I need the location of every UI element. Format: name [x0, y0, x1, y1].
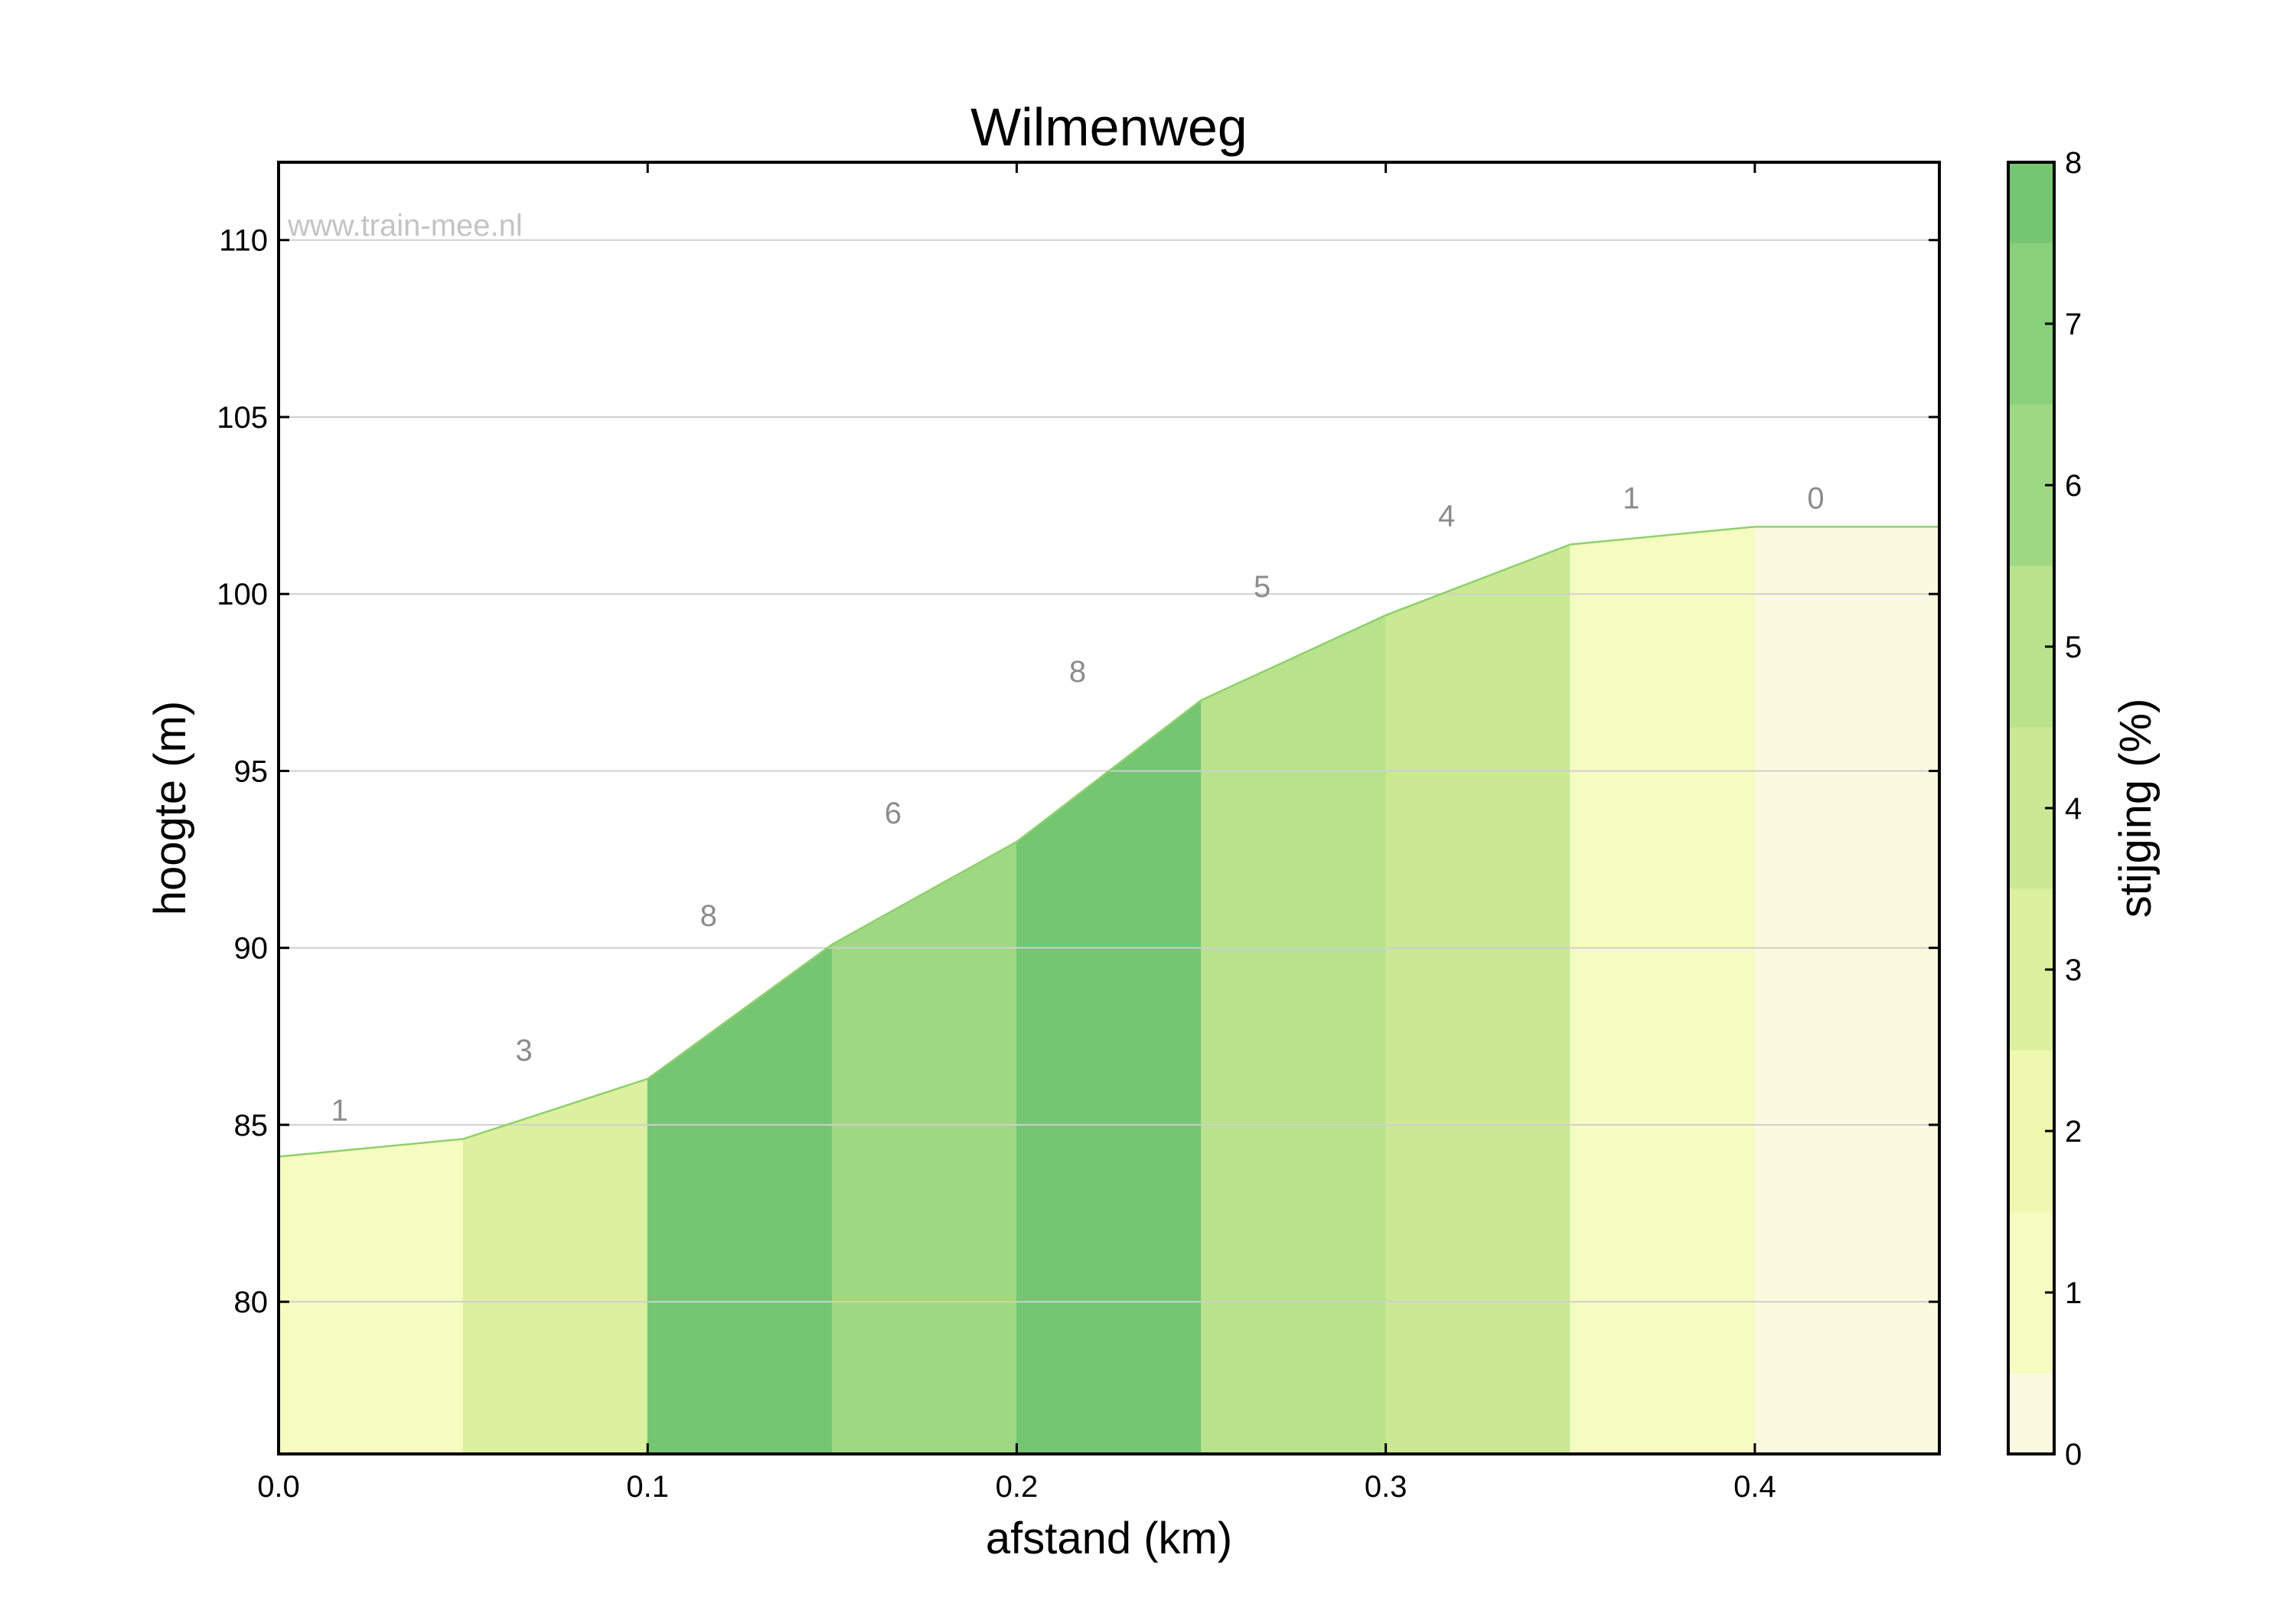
colorbar-band	[2008, 1292, 2054, 1374]
colorbar-tick-label: 7	[2065, 308, 2082, 341]
segment-fill	[1201, 614, 1387, 1455]
plot-frame	[277, 161, 1941, 1455]
segment-fill	[462, 1078, 648, 1455]
colorbar-band	[2008, 1373, 2054, 1455]
colorbar-band	[2008, 1211, 2054, 1293]
x-axis-ticks: 0.0 0.1 0.2 0.3 0.4	[257, 162, 1776, 1504]
grade-label: 8	[700, 899, 717, 933]
colorbar-tick-label: 2	[2065, 1115, 2082, 1149]
colorbar-band	[2008, 888, 2054, 970]
chart-title: Wilmenweg	[970, 97, 1247, 157]
x-tick-label: 0.3	[1365, 1470, 1407, 1504]
segment-fill	[278, 1138, 464, 1455]
colorbar-band	[2008, 1131, 2054, 1212]
plot-frame-rect	[277, 161, 1941, 1455]
colorbar-band	[2008, 566, 2054, 647]
colorbar-tick-label: 8	[2065, 146, 2082, 180]
y-tick-label: 105	[217, 401, 268, 435]
gridlines	[279, 239, 1939, 1303]
grade-label: 1	[1623, 481, 1639, 515]
y-tick-label: 110	[219, 224, 268, 258]
y-tick-label: 80	[234, 1286, 269, 1319]
profile-polyline	[278, 526, 1939, 1158]
watermark-text: www.train-mee.nl	[287, 209, 523, 243]
y-tick-label: 100	[217, 578, 268, 611]
colorbar-band	[2008, 727, 2054, 809]
profile-line	[278, 526, 1939, 1158]
x-tick-label: 0.1	[626, 1470, 669, 1504]
grade-label: 5	[1254, 570, 1270, 604]
segment-fill	[1385, 543, 1571, 1455]
colorbar-tick-label: 1	[2065, 1276, 2082, 1310]
y-axis-title: hoogte (m)	[145, 701, 195, 915]
segment-fills	[278, 526, 1940, 1455]
y-tick-label: 90	[234, 932, 269, 966]
colorbar-tick-label: 0	[2065, 1438, 2082, 1472]
colorbar-tick-label: 6	[2065, 469, 2082, 503]
colorbar-band	[2008, 808, 2054, 889]
colorbar-band	[2008, 485, 2054, 566]
colorbar-tick-label: 3	[2065, 953, 2082, 987]
colorbar-band	[2008, 647, 2054, 728]
grade-label: 4	[1438, 499, 1455, 533]
x-axis-title: afstand (km)	[986, 1514, 1232, 1563]
colorbar-band	[2008, 970, 2054, 1051]
grade-label: 0	[1807, 481, 1824, 515]
grade-label: 1	[331, 1094, 347, 1127]
x-tick-label: 0.4	[1733, 1470, 1776, 1504]
colorbar: 0 1 2 3 4 5 6 7 8	[2007, 146, 2082, 1472]
segment-fill	[831, 841, 1017, 1455]
colorbar-band	[2008, 324, 2054, 405]
grade-label: 6	[885, 797, 902, 830]
x-tick-label: 0.2	[996, 1470, 1039, 1504]
y-tick-label: 85	[234, 1109, 269, 1143]
colorbar-band	[2008, 162, 2054, 243]
grade-label: 3	[516, 1034, 533, 1068]
x-tick-label: 0.0	[257, 1470, 300, 1504]
grade-label: 8	[1069, 655, 1086, 689]
colorbar-band	[2008, 1050, 2054, 1132]
y-tick-label: 95	[234, 755, 269, 788]
colorbar-title: stijging (%)	[2111, 699, 2161, 918]
segment-fill	[1754, 526, 1940, 1455]
segment-fill	[647, 944, 833, 1455]
grade-labels: 1 3 8 6 8 5 4 1 0	[331, 481, 1824, 1127]
colorbar-band	[2008, 243, 2054, 324]
segment-fill	[1570, 526, 1756, 1455]
colorbar-tick-label: 5	[2065, 631, 2082, 664]
colorbar-band	[2008, 404, 2054, 486]
segment-fill	[1016, 699, 1202, 1455]
colorbar-tick-label: 4	[2065, 792, 2082, 826]
